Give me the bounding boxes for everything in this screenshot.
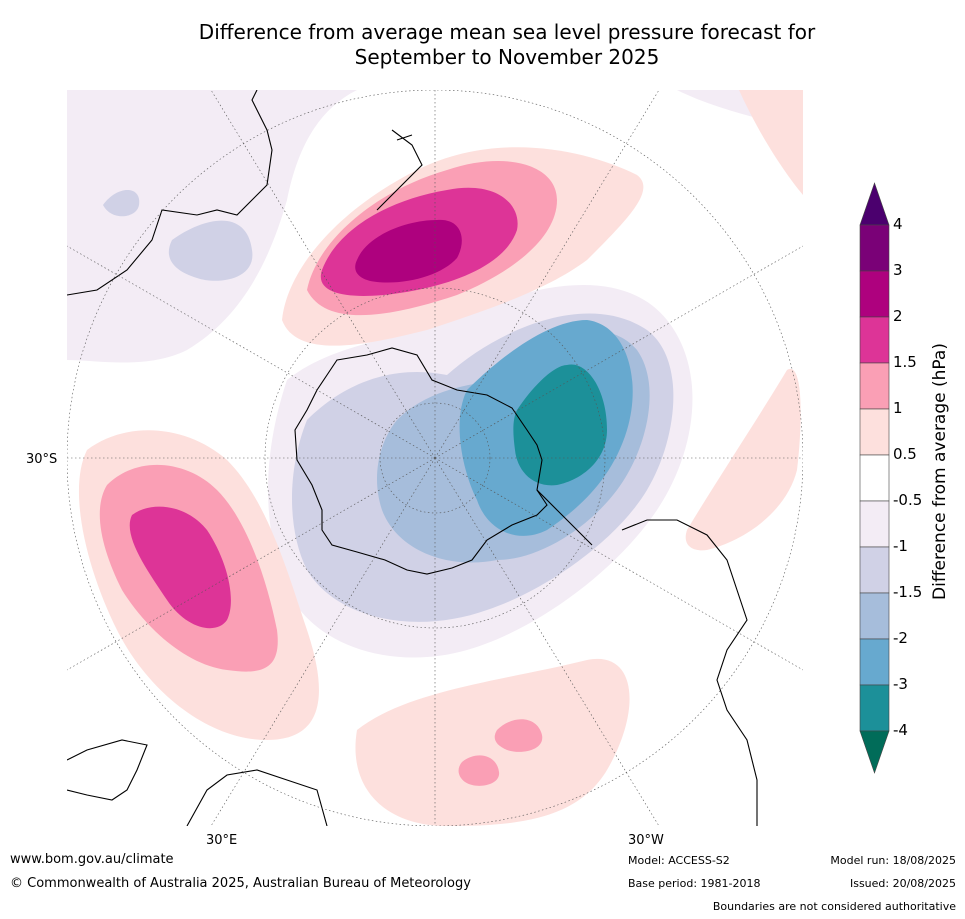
lon-label-30w: 30°W — [628, 833, 664, 848]
anomaly-region-neg-mod-nw-2 — [103, 190, 140, 217]
polar-map — [67, 90, 803, 826]
colorbar-swatch-m1_m0.5 — [859, 500, 890, 548]
new-zealand-coast — [376, 129, 423, 211]
colorbar-swatch-0.5_1 — [859, 408, 890, 456]
anomaly-region-pos-mod-south-a — [494, 719, 543, 752]
meridian-60e — [67, 457, 436, 671]
map-title: Difference from average mean sea level p… — [0, 20, 965, 70]
anomaly-region-neg-mod-nw — [168, 220, 253, 281]
anomaly-region-pos-weak-east — [685, 368, 801, 551]
colorbar-tick: -0.5 — [893, 491, 923, 509]
colorbar-tick: 1 — [893, 399, 903, 417]
colorbar-tick: 0.5 — [893, 445, 917, 463]
antarctica-coast — [294, 347, 548, 575]
colorbar-title: Difference from average (hPa) — [930, 343, 950, 600]
colorbar-swatches — [859, 182, 890, 774]
colorbar-tick: 4 — [893, 215, 903, 233]
anomaly-region-pos-mod-south-b — [458, 755, 500, 786]
colorbar-swatch-neutral — [859, 454, 890, 502]
colorbar-tick: -2 — [893, 629, 908, 647]
coastlines — [67, 90, 758, 826]
colorbar-extend-bottom — [859, 730, 890, 774]
title-line-1: Difference from average mean sea level p… — [198, 20, 816, 44]
meridian-60w — [434, 457, 803, 671]
colorbar-swatch-m4_m3 — [859, 684, 890, 732]
anomaly-region-pos-weak-south — [355, 658, 630, 826]
lat-label-30s: 30°S — [26, 452, 58, 467]
australia-coast — [67, 90, 273, 296]
anomaly-region-pos-strong-west — [129, 506, 231, 629]
anomaly-region-neg-extreme-central — [513, 364, 607, 486]
colorbar-tick: 3 — [893, 261, 903, 279]
colorbar-tick: 2 — [893, 307, 903, 325]
colorbar-tick: -1.5 — [893, 583, 923, 601]
colorbar-swatch-1_1.5 — [859, 362, 890, 410]
meridian-120w — [434, 245, 803, 459]
footer-copyright: © Commonwealth of Australia 2025, Austra… — [10, 876, 471, 891]
colorbar-tick: 1.5 — [893, 353, 917, 371]
lon-label-30e: 30°E — [206, 833, 238, 848]
footer-model-run: Model run: 18/08/2025 — [830, 854, 956, 867]
colorbar-swatch-3_4 — [859, 224, 890, 272]
title-line-2: September to November 2025 — [354, 45, 660, 69]
footer-disclaimer: Boundaries are not considered authoritat… — [712, 900, 956, 913]
antarctic-peninsula-coast — [536, 489, 593, 546]
anomaly-region-pos-ne-corner — [739, 90, 803, 195]
colorbar-tick: -1 — [893, 537, 908, 555]
colorbar-swatch-m3_m2 — [859, 638, 890, 686]
south-america-coast — [621, 519, 758, 826]
colorbar-tick: -4 — [893, 721, 908, 739]
meridian-120e — [67, 245, 436, 459]
graticule — [67, 90, 803, 826]
africa-coast — [67, 739, 148, 801]
footer-base-period: Base period: 1981-2018 — [628, 877, 761, 890]
colorbar-swatch-m2_m1.5 — [859, 592, 890, 640]
map-svg — [67, 90, 803, 826]
latitude-circle-45s — [264, 287, 606, 629]
colorbar-swatch-2_3 — [859, 270, 890, 318]
africa-south-coast — [186, 769, 328, 826]
footer-website[interactable]: www.bom.gov.au/climate — [10, 852, 174, 867]
footer-model: Model: ACCESS-S2 — [628, 854, 730, 867]
colorbar-tick: -3 — [893, 675, 908, 693]
colorbar-swatch-1.5_2 — [859, 316, 890, 364]
colorbar — [859, 182, 890, 774]
colorbar-swatch-m1.5_m1 — [859, 546, 890, 594]
footer-issued: Issued: 20/08/2025 — [849, 877, 956, 890]
colorbar-extend-top — [859, 182, 890, 226]
